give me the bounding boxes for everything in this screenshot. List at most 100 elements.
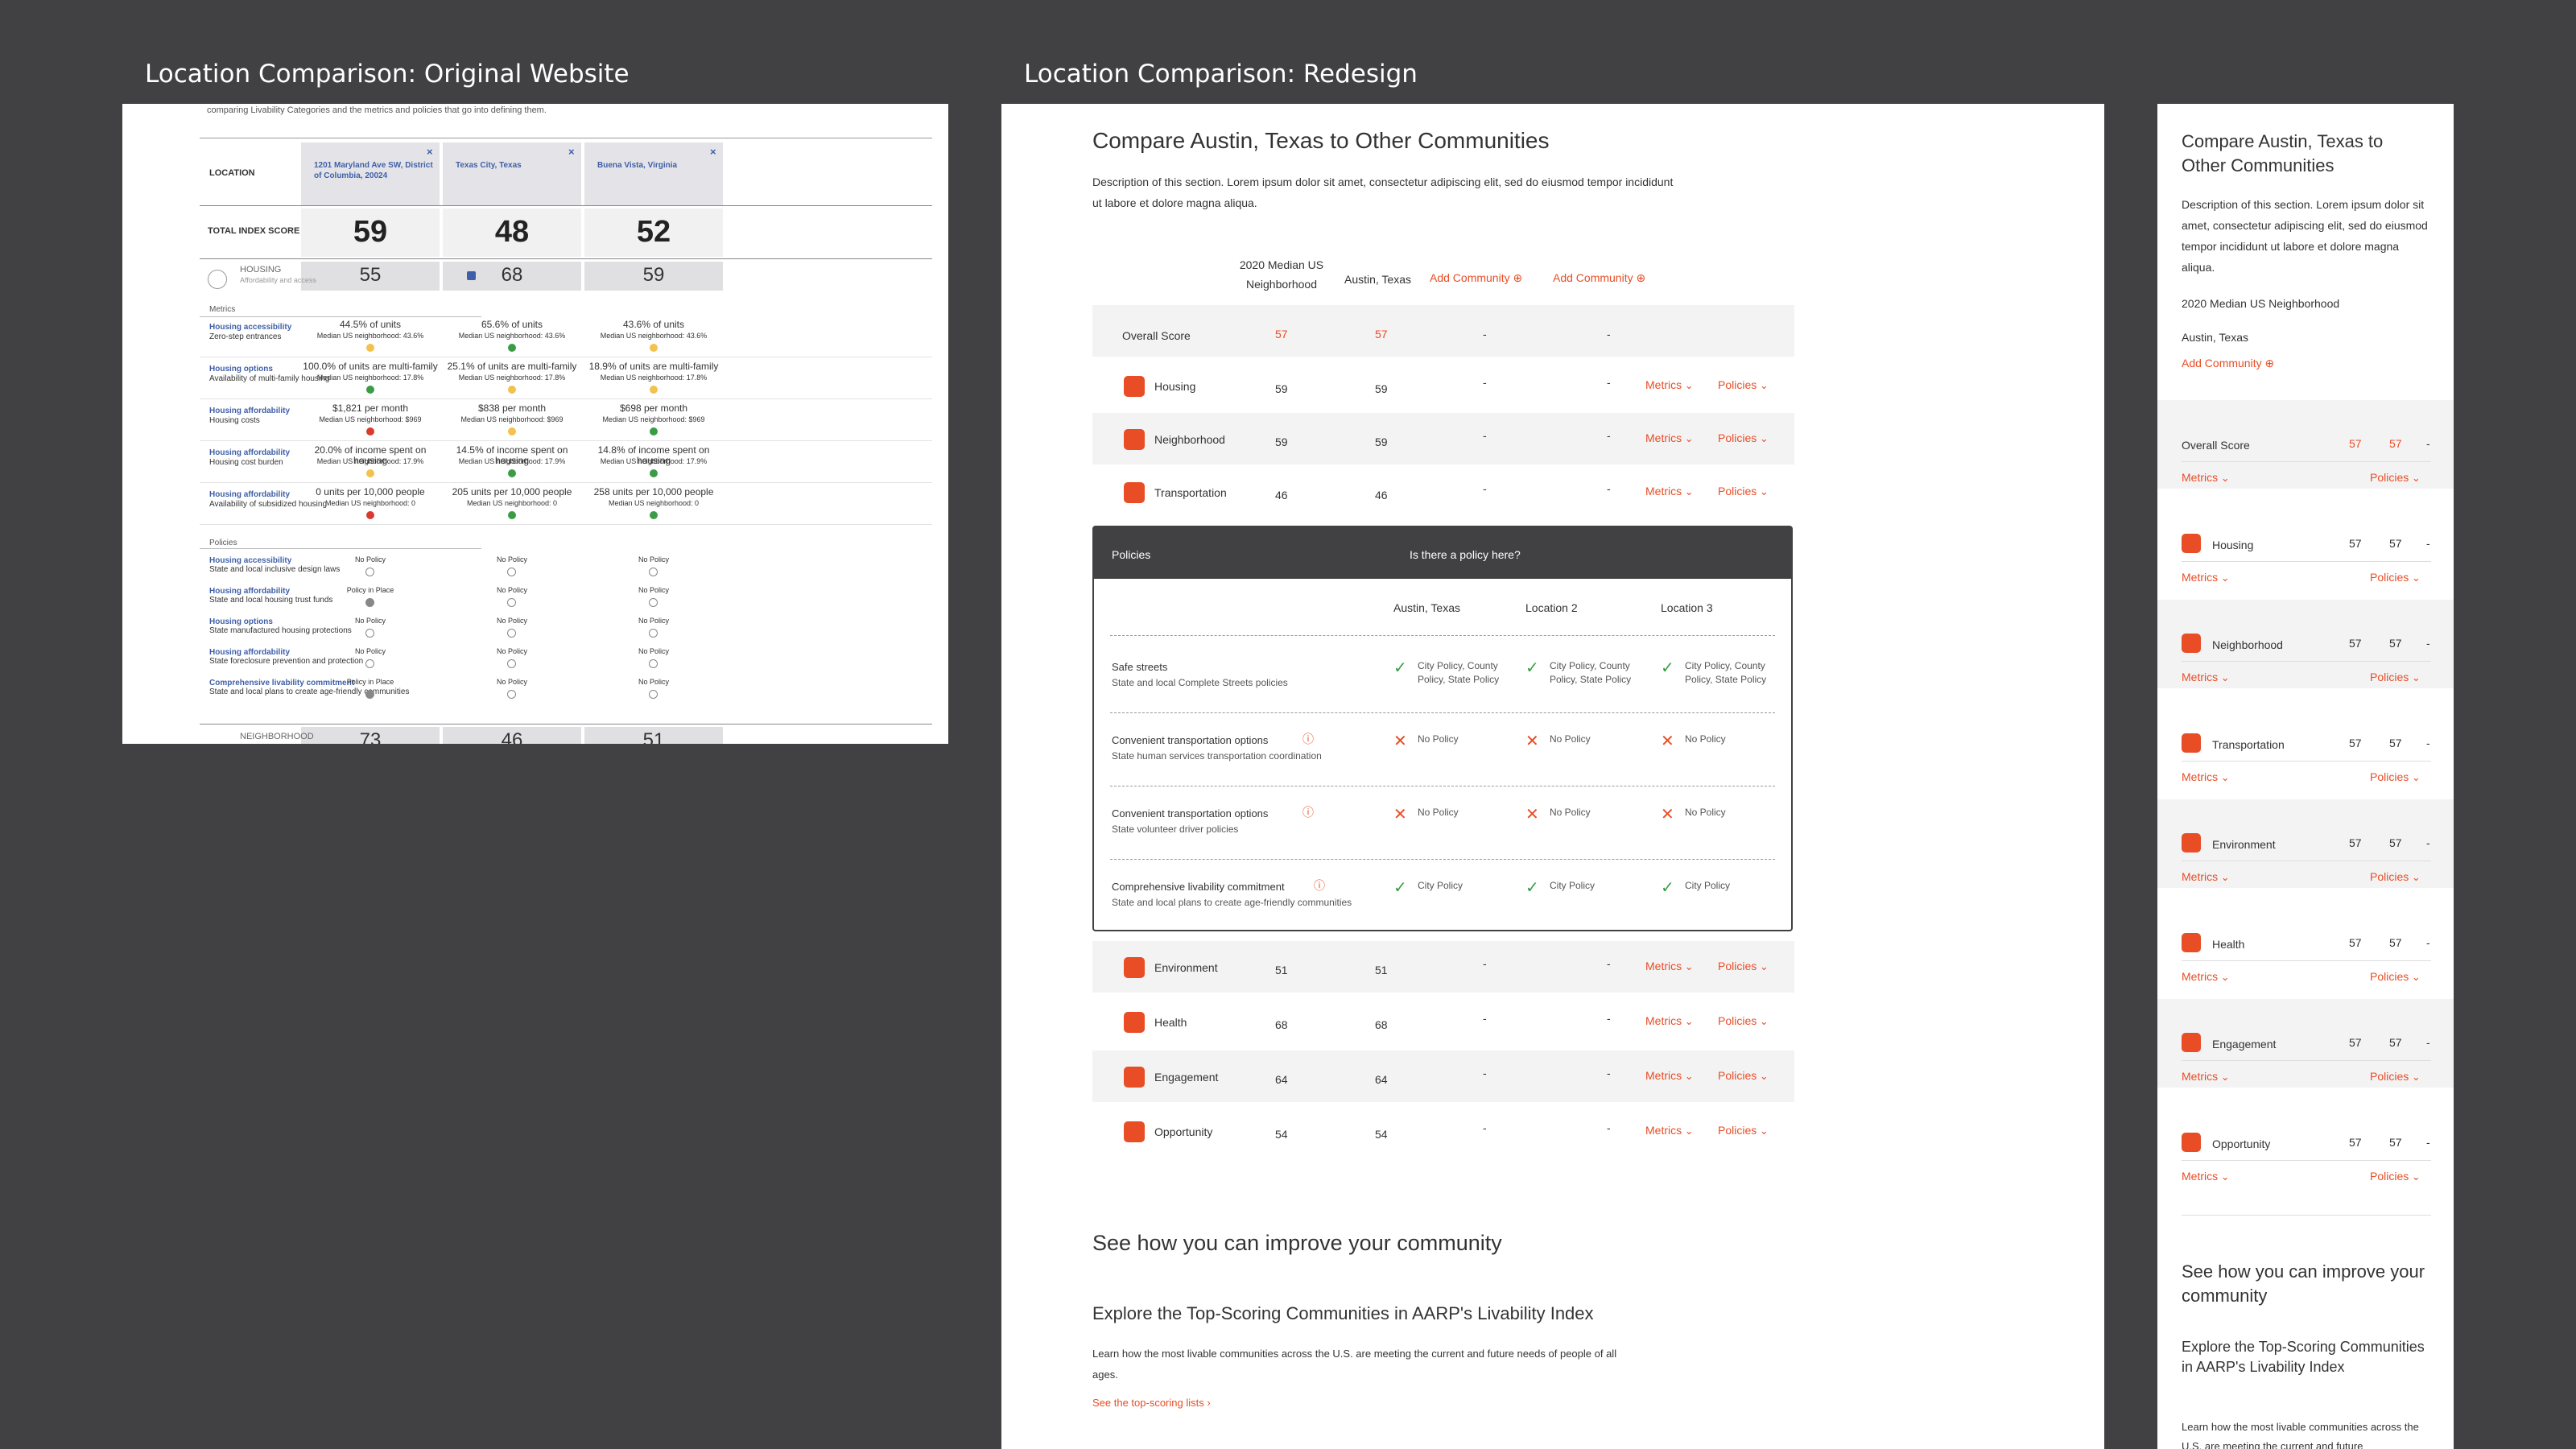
help-icon[interactable]: ⓘ	[1302, 806, 1314, 819]
metrics-label: Metrics	[209, 305, 236, 314]
status-dot	[366, 386, 374, 394]
remove-location-icon[interactable]: ×	[568, 146, 575, 158]
redesign-label: Location Comparison: Redesign	[1024, 60, 1418, 89]
metric-median: Median US neighborhood: 17.8%	[600, 374, 708, 382]
location-column	[584, 142, 723, 205]
section-title: Compare Austin, Texas to Other Communiti…	[1092, 128, 1550, 153]
mobile-metrics-dropdown[interactable]: Metrics ⌄	[2182, 870, 2230, 883]
help-icon[interactable]: ⓘ	[1302, 733, 1314, 745]
help-icon[interactable]: ⓘ	[1314, 879, 1325, 892]
status-dot	[508, 511, 516, 519]
mobile-row-value-a: 57	[2349, 836, 2362, 849]
mobile-metrics-dropdown[interactable]: Metrics ⌄	[2182, 671, 2230, 683]
policy-description: State foreclosure prevention and protect…	[209, 657, 364, 666]
mobile-policies-dropdown[interactable]: Policies ⌄	[2370, 970, 2421, 983]
location-name[interactable]: Buena Vista, Virginia	[597, 161, 678, 170]
policies-dropdown[interactable]: Policies ⌄	[1718, 431, 1769, 444]
add-community-button-2[interactable]: Add Community ⊕	[1553, 271, 1646, 284]
check-icon: ✓	[1525, 659, 1539, 677]
mobile-median-label: 2020 Median US Neighborhood	[2182, 297, 2340, 310]
category-austin: 59	[1375, 382, 1388, 395]
mobile-metrics-dropdown[interactable]: Metrics ⌄	[2182, 1070, 2230, 1083]
housing-title: HOUSING	[240, 265, 282, 275]
policies-dropdown[interactable]: Policies ⌄	[1718, 1014, 1769, 1027]
policy-name[interactable]: Housing affordability	[209, 587, 290, 596]
mobile-policies-dropdown[interactable]: Policies ⌄	[2370, 770, 2421, 783]
metric-name[interactable]: Housing options	[209, 365, 273, 374]
policy-value: No Policy	[1418, 807, 1459, 818]
policy-value: City Policy, County Policy, State Policy	[1550, 660, 1632, 685]
mobile-add-community-button[interactable]: Add Community ⊕	[2182, 357, 2275, 369]
remove-location-icon[interactable]: ×	[710, 146, 716, 158]
policy-indicator	[365, 598, 374, 607]
check-icon: ✓	[1661, 659, 1674, 677]
policy-name[interactable]: Comprehensive livability commitment	[209, 679, 355, 687]
metrics-dropdown[interactable]: Metrics ⌄	[1645, 960, 1694, 972]
policy-value: City Policy	[1685, 880, 1731, 891]
status-dot	[650, 427, 658, 436]
metric-name[interactable]: Housing affordability	[209, 448, 290, 457]
metric-name[interactable]: Housing affordability	[209, 407, 290, 415]
mobile-policies-dropdown[interactable]: Policies ⌄	[2370, 1070, 2421, 1083]
policies-label: Policies	[209, 539, 237, 547]
policy-indicator	[365, 629, 374, 638]
metrics-dropdown[interactable]: Metrics ⌄	[1645, 431, 1694, 444]
mobile-metrics-dropdown[interactable]: Metrics ⌄	[2182, 770, 2230, 783]
metrics-dropdown[interactable]: Metrics ⌄	[1645, 485, 1694, 497]
metric-value: 258 units per 10,000 people	[593, 486, 714, 497]
policies-dropdown[interactable]: Policies ⌄	[1718, 378, 1769, 391]
mobile-row-value-b: 57	[2389, 936, 2402, 949]
mobile-metrics-dropdown[interactable]: Metrics ⌄	[2182, 970, 2230, 983]
status-dot	[508, 344, 516, 352]
neighborhood-score: 51	[642, 729, 665, 744]
metric-median: Median US neighborhood: 43.6%	[316, 332, 424, 340]
location-name[interactable]: Texas City, Texas	[456, 161, 522, 170]
policies-dropdown[interactable]: Policies ⌄	[1718, 485, 1769, 497]
policy-name[interactable]: Housing accessibility	[209, 556, 292, 565]
metrics-dropdown[interactable]: Metrics ⌄	[1645, 378, 1694, 391]
collapse-icon[interactable]	[467, 271, 476, 280]
mobile-row-value-c: -	[2426, 936, 2430, 949]
mobile-policies-dropdown[interactable]: Policies ⌄	[2370, 671, 2421, 683]
mobile-policies-dropdown[interactable]: Policies ⌄	[2370, 870, 2421, 883]
metrics-dropdown[interactable]: Metrics ⌄	[1645, 1124, 1694, 1137]
mobile-row-value-b: 57	[2389, 437, 2402, 450]
metric-name[interactable]: Housing accessibility	[209, 323, 292, 332]
top-scoring-link[interactable]: See the top-scoring lists ›	[1092, 1397, 1211, 1409]
add-community-button-1[interactable]: Add Community ⊕	[1430, 271, 1523, 284]
mobile-metrics-dropdown[interactable]: Metrics ⌄	[2182, 571, 2230, 584]
mobile-row-value-a: 57	[2349, 737, 2362, 749]
x-icon: ✕	[1393, 733, 1407, 750]
metrics-dropdown[interactable]: Metrics ⌄	[1645, 1069, 1694, 1082]
mobile-row-name: Neighborhood	[2212, 638, 2283, 651]
mobile-austin-label: Austin, Texas	[2182, 331, 2249, 344]
mobile-row-name: Health	[2212, 938, 2245, 951]
housing-cell	[584, 262, 723, 291]
policy-name[interactable]: Housing options	[209, 617, 273, 626]
metric-name[interactable]: Housing affordability	[209, 490, 290, 499]
status-dot	[650, 344, 658, 352]
policy-status: No Policy	[496, 647, 527, 655]
policies-dropdown[interactable]: Policies ⌄	[1718, 1069, 1769, 1082]
mobile-policies-dropdown[interactable]: Policies ⌄	[2370, 471, 2421, 484]
mobile-metrics-dropdown[interactable]: Metrics ⌄	[2182, 1170, 2230, 1183]
policy-row-name: Safe streets	[1112, 661, 1168, 673]
policy-value: No Policy	[1550, 733, 1591, 745]
remove-location-icon[interactable]: ×	[427, 146, 433, 158]
check-icon: ✓	[1661, 879, 1674, 897]
policy-name[interactable]: Housing affordability	[209, 648, 290, 657]
policies-dropdown[interactable]: Policies ⌄	[1718, 1124, 1769, 1137]
category-c4: -	[1607, 957, 1611, 970]
housing-cell	[443, 262, 581, 291]
mobile-metrics-dropdown[interactable]: Metrics ⌄	[2182, 471, 2230, 484]
metric-median: Median US neighborhood: $969	[319, 415, 422, 423]
category-name: Environment	[1154, 961, 1218, 974]
location-label: LOCATION	[209, 168, 255, 178]
mobile-policies-dropdown[interactable]: Policies ⌄	[2370, 571, 2421, 584]
policies-dropdown[interactable]: Policies ⌄	[1718, 960, 1769, 972]
mobile-policies-dropdown[interactable]: Policies ⌄	[2370, 1170, 2421, 1183]
metric-value: 43.6% of units	[622, 319, 685, 330]
policy-indicator	[507, 659, 516, 668]
metrics-dropdown[interactable]: Metrics ⌄	[1645, 1014, 1694, 1027]
location-name[interactable]: 1201 Maryland Ave SW, District of Columb…	[314, 161, 433, 180]
